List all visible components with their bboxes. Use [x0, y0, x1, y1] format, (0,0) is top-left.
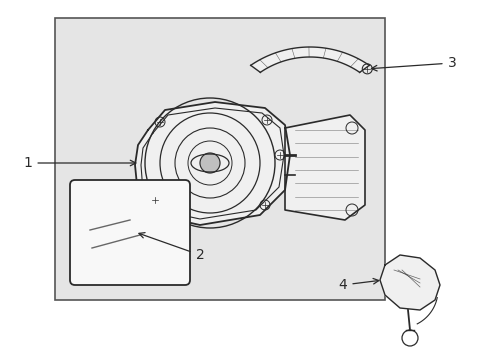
Polygon shape	[379, 255, 439, 310]
Polygon shape	[285, 115, 364, 220]
Text: 1: 1	[23, 156, 136, 170]
FancyBboxPatch shape	[70, 180, 190, 285]
Text: 4: 4	[338, 278, 378, 292]
Polygon shape	[135, 102, 289, 225]
Bar	[55, 18, 384, 300]
Text: 2: 2	[139, 233, 204, 262]
Polygon shape	[250, 47, 368, 72]
Circle shape	[200, 153, 220, 173]
Text: 3: 3	[371, 56, 455, 71]
